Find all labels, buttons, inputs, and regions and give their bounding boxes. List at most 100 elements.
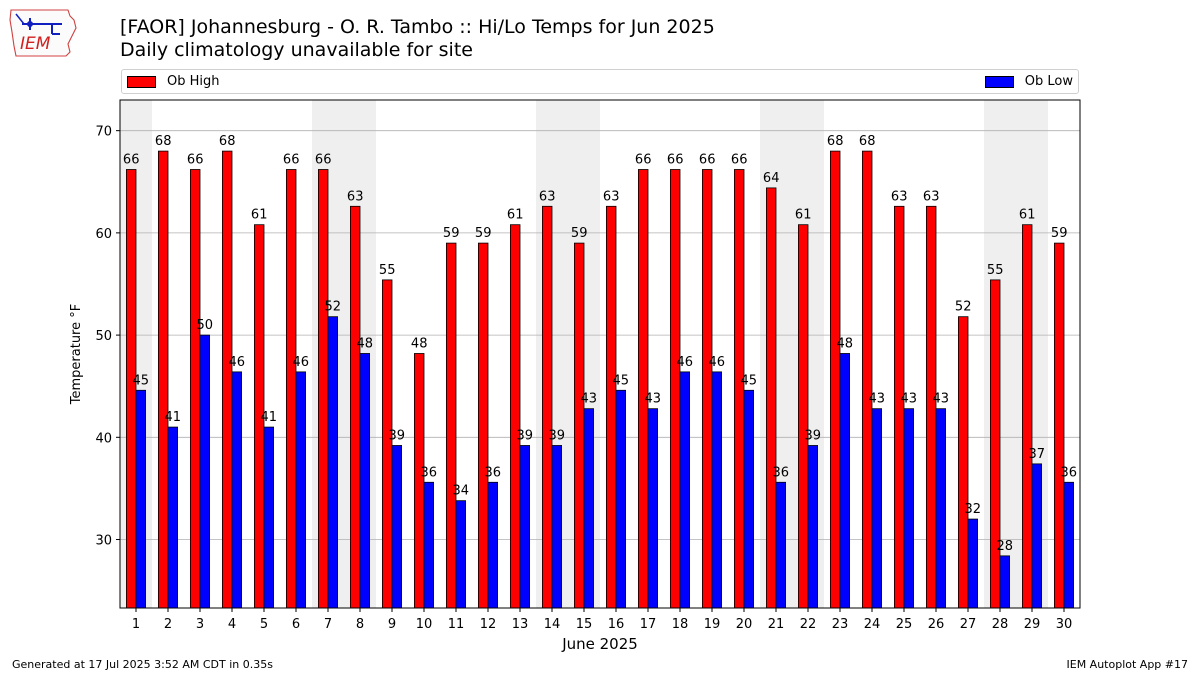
x-tick-label: 24 (864, 617, 881, 632)
bar-label-high: 59 (1051, 226, 1068, 241)
bar-low (391, 445, 403, 609)
bar-high (926, 205, 937, 609)
bar-label-high: 68 (155, 134, 172, 149)
bar-high (157, 150, 169, 609)
bar-low (487, 481, 499, 609)
x-tick-label: 1 (132, 617, 140, 632)
bar-label-low: 52 (325, 300, 342, 315)
bar-high (413, 353, 425, 609)
bar-low (999, 555, 1011, 609)
x-tick-label: 29 (1024, 617, 1041, 632)
x-tick-label: 16 (608, 617, 625, 632)
y-tick-label: 30 (95, 534, 112, 549)
bar-high (574, 242, 585, 609)
bar-label-low: 28 (997, 539, 1014, 554)
chart-subtitle: Daily climatology unavailable for site (120, 39, 473, 61)
bar-low (807, 445, 819, 609)
bar-label-high: 64 (763, 171, 780, 186)
bar-label-high: 55 (987, 263, 1004, 278)
bar-label-low: 37 (1029, 447, 1046, 462)
bar-high (894, 205, 905, 609)
bar-label-high: 66 (123, 153, 140, 168)
bar-label-low: 36 (1061, 465, 1078, 480)
bar-label-high: 66 (187, 153, 204, 168)
bar-low (775, 481, 787, 609)
bar-high (702, 169, 713, 609)
x-axis-label: June 2025 (561, 635, 638, 653)
bar-high (766, 187, 777, 609)
bar-low (615, 389, 627, 609)
legend-swatch-high (127, 76, 156, 88)
bar-label-high: 61 (795, 208, 812, 223)
bar-label-high: 61 (251, 208, 268, 223)
bar-low (583, 408, 595, 609)
bar-label-high: 68 (859, 134, 876, 149)
bar-label-high: 66 (315, 153, 332, 168)
bar-label-low: 45 (613, 373, 630, 388)
bar-high (1054, 242, 1065, 609)
svg-text:IEM: IEM (20, 34, 51, 54)
bar-low (167, 426, 179, 609)
bar-label-low: 32 (965, 502, 982, 517)
bar-high (349, 205, 361, 609)
bar-high (798, 224, 809, 609)
bar-label-low: 43 (901, 392, 918, 407)
bar-high (734, 169, 745, 609)
legend-item-low: Ob Low (984, 75, 1073, 89)
x-tick-label: 20 (736, 617, 753, 632)
x-tick-label: 13 (512, 617, 529, 632)
bar-high (862, 150, 873, 609)
bar-high (830, 150, 841, 609)
x-axis-ticks: 1 2 3 4 5 6 7 8 9 10 11 12 13 14 15 16 17 18 19 20 21 22 23 24 2… (132, 608, 1072, 632)
bar-high (990, 279, 1001, 609)
bar-low (1031, 463, 1043, 609)
bar-label-high: 63 (539, 189, 556, 204)
x-tick-label: 25 (896, 617, 913, 632)
x-tick-label: 18 (672, 617, 689, 632)
bar-label-low: 46 (293, 355, 310, 370)
bar-low (455, 500, 467, 609)
bar-high (317, 169, 329, 609)
bar-label-low: 50 (197, 318, 214, 333)
footer-app-id: IEM Autoplot App #17 (1066, 658, 1189, 671)
bar-low (839, 353, 851, 609)
grid-lines (120, 130, 1080, 540)
legend-label-high: Ob High (167, 74, 220, 89)
x-tick-label: 5 (260, 617, 268, 632)
bar-label-low: 48 (357, 336, 374, 351)
bar-high (126, 169, 137, 609)
bar-high (189, 169, 201, 609)
y-tick-label: 60 (95, 227, 112, 242)
bar-label-high: 59 (443, 226, 460, 241)
bar-label-high: 63 (923, 189, 940, 204)
y-axis-label: Temperature °F (69, 304, 84, 405)
bar-label-high: 66 (731, 153, 748, 168)
x-tick-label: 2 (164, 617, 172, 632)
bar-low (1063, 481, 1075, 609)
bar-label-low: 45 (133, 373, 150, 388)
bar-label-high: 63 (347, 189, 364, 204)
bar-low (871, 408, 883, 609)
bar-low (263, 426, 275, 609)
bar-low (231, 371, 243, 609)
bar-label-high: 66 (283, 153, 300, 168)
y-axis-ticks: 30 40 50 60 70 (95, 125, 120, 549)
x-tick-label: 8 (356, 617, 364, 632)
bar-label-high: 48 (411, 336, 428, 351)
bar-label-high: 59 (475, 226, 492, 241)
bar-label-high: 59 (571, 226, 588, 241)
y-tick-label: 50 (95, 329, 112, 344)
x-tick-label: 10 (416, 617, 433, 632)
bar-low (551, 445, 563, 609)
bar-label-low: 46 (709, 355, 726, 370)
bar-low (199, 334, 211, 609)
x-tick-label: 28 (992, 617, 1009, 632)
x-tick-label: 3 (196, 617, 204, 632)
bar-low (711, 371, 723, 609)
x-tick-label: 6 (292, 617, 300, 632)
footer-generated: Generated at 17 Jul 2025 3:52 AM CDT in … (12, 658, 273, 671)
bar-label-low: 41 (165, 410, 182, 425)
bar-low (359, 353, 371, 609)
bar-high (381, 279, 393, 609)
